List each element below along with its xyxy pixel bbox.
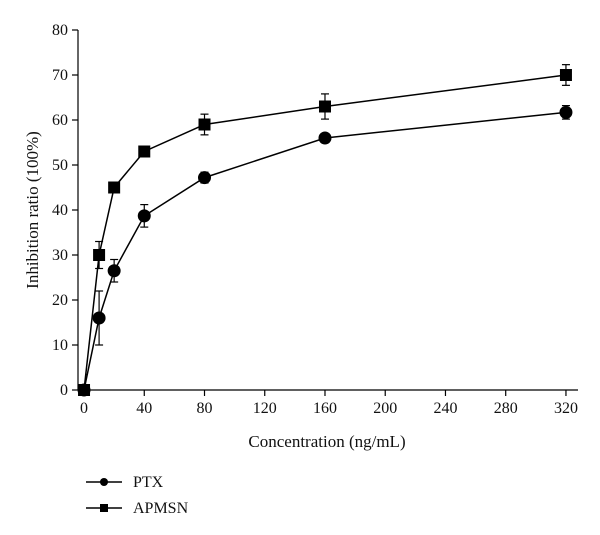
x-tick-label: 320: [554, 400, 578, 417]
legend-item-ptx: PTX: [86, 474, 164, 491]
data-point-ptx: [92, 311, 106, 325]
y-tick-label: 80: [52, 22, 68, 39]
ticks: 0 10 20 30 40 50 60 70 80 0 40 80 120 160 200 240 280 320: [52, 22, 578, 417]
data-point-ptx: [198, 171, 212, 185]
y-tick-label: 50: [52, 157, 68, 174]
series-apmsn: [78, 64, 572, 396]
series-ptx: [77, 104, 573, 397]
data-point-apmsn: [93, 249, 106, 261]
x-tick-label: 40: [136, 400, 152, 417]
data-point-apmsn: [138, 145, 151, 158]
legend-label-apmsn: APMSN: [133, 500, 189, 517]
legend-marker-square: [100, 504, 108, 512]
y-axis-title: Inhibition ratio (100%): [23, 131, 42, 289]
data-point-ptx: [318, 131, 332, 145]
series-line-apmsn: [83, 74, 567, 391]
y-tick-label: 30: [52, 247, 68, 264]
y-tick-label: 60: [52, 112, 68, 129]
x-tick-label: 120: [253, 400, 277, 417]
series-layer: [77, 64, 573, 397]
x-tick-label: 280: [494, 400, 518, 417]
x-tick-label: 80: [197, 400, 213, 417]
y-tick-label: 10: [52, 337, 68, 354]
data-point-apmsn: [198, 118, 211, 131]
data-point-apmsn: [318, 100, 331, 113]
data-point-apmsn: [108, 181, 121, 194]
legend: PTX APMSN: [86, 474, 189, 517]
y-tick-label: 0: [60, 382, 68, 399]
x-tick-label: 160: [313, 400, 337, 417]
series-line-ptx: [83, 111, 567, 391]
legend-label-ptx: PTX: [133, 474, 164, 491]
legend-marker-circle: [100, 478, 108, 486]
x-axis-title: Concentration (ng/mL): [248, 432, 405, 451]
legend-item-apmsn: APMSN: [86, 500, 189, 517]
data-point-ptx: [137, 209, 151, 223]
x-tick-label: 200: [373, 400, 397, 417]
data-point-ptx: [107, 264, 121, 278]
x-tick-label: 0: [80, 400, 88, 417]
y-tick-label: 20: [52, 292, 68, 309]
y-tick-label: 70: [52, 67, 68, 84]
data-point-apmsn: [78, 384, 91, 396]
data-point-apmsn: [559, 69, 572, 81]
data-point-ptx: [559, 105, 573, 119]
y-tick-label: 40: [52, 202, 68, 219]
x-tick-label: 240: [433, 400, 457, 417]
